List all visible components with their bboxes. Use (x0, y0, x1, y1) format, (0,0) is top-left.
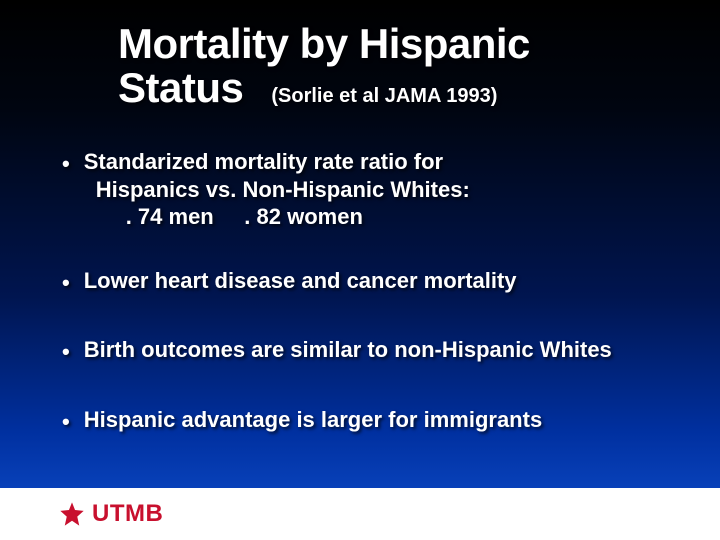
title-citation: (Sorlie et al JAMA 1993) (271, 85, 497, 108)
bullet-subline: . 74 men . 82 women (84, 204, 363, 229)
title-line-2: Status (118, 66, 243, 110)
bullet-text-block: Standarized mortality rate ratio for His… (84, 148, 670, 231)
bullet-marker: • (62, 406, 70, 436)
bullet-subline: Hispanics vs. Non-Hispanic Whites: (84, 177, 470, 202)
title-line-2-row: Status (Sorlie et al JAMA 1993) (118, 66, 680, 110)
list-item: • Birth outcomes are similar to non-Hisp… (62, 336, 670, 366)
bullet-list: • Standarized mortality rate ratio for H… (62, 148, 670, 435)
bullet-marker: • (62, 148, 70, 231)
list-item: • Hispanic advantage is larger for immig… (62, 406, 670, 436)
star-icon (58, 500, 86, 528)
bullet-marker: • (62, 267, 70, 297)
bullet-marker: • (62, 336, 70, 366)
list-item: • Lower heart disease and cancer mortali… (62, 267, 670, 297)
logo-text: UTMB (92, 500, 163, 528)
slide-title: Mortality by Hispanic Status (Sorlie et … (118, 22, 680, 110)
bullet-text: Lower heart disease and cancer mortality (84, 267, 670, 297)
bullet-text: Hispanic advantage is larger for immigra… (84, 406, 670, 436)
list-item: • Standarized mortality rate ratio for H… (62, 148, 670, 231)
title-line-1: Mortality by Hispanic (118, 22, 680, 66)
bullet-text: Standarized mortality rate ratio for (84, 149, 443, 174)
slide-footer: UTMB (0, 488, 720, 540)
bullet-text: Birth outcomes are similar to non-Hispan… (84, 336, 670, 366)
utmb-logo: UTMB (58, 500, 163, 528)
slide: Mortality by Hispanic Status (Sorlie et … (0, 0, 720, 540)
